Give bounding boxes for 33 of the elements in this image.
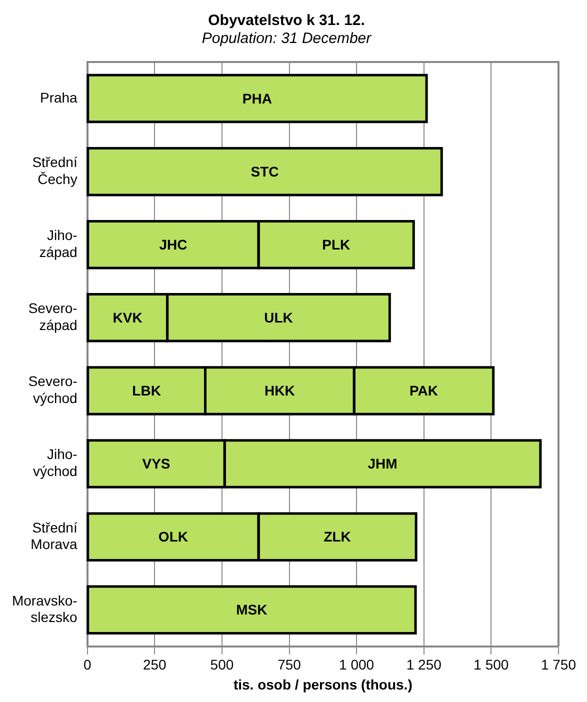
data-label: MSK (236, 602, 268, 618)
data-label: KVK (112, 310, 142, 326)
data-label: ZLK (324, 528, 351, 545)
data-label: HKK (264, 382, 295, 399)
y-tick-label: Severo- východ (28, 373, 78, 406)
x-tick-label: 1 750 (540, 656, 576, 673)
data-label: OLK (158, 528, 188, 545)
data-label: JHM (368, 456, 398, 472)
x-tick-label: 250 (142, 656, 167, 673)
data-label: LBK (132, 382, 161, 399)
y-tick-label: Severo- západ (28, 300, 78, 333)
x-tick-label: 1 000 (339, 656, 374, 673)
x-tick-label: 1 500 (474, 656, 509, 673)
data-label: VYS (142, 456, 170, 472)
data-label: PAK (409, 382, 438, 399)
x-axis-title: tis. osob / persons (thous.) (233, 676, 412, 692)
y-tick-label: Střední Morava (30, 519, 78, 552)
x-tick-label: 500 (210, 656, 234, 673)
x-tick-label: 1 250 (406, 656, 442, 673)
data-label: JHC (159, 236, 188, 252)
y-tick-label: Moravsko- slezsko (12, 592, 78, 626)
y-tick-label: Střední Čechy (32, 154, 78, 187)
data-label: STC (250, 163, 279, 180)
x-tick-label: 750 (278, 656, 302, 673)
data-label: PHA (242, 90, 272, 106)
data-label: PLK (322, 236, 350, 252)
y-tick-label: Jiho- západ (39, 227, 78, 260)
y-tick-label: Jiho- východ (32, 446, 78, 480)
data-label: ULK (264, 310, 293, 326)
chart-title: Obyvatelstvo k 31. 12. (208, 12, 365, 30)
y-tick-label: Praha (40, 89, 78, 106)
chart-subtitle: Population: 31 December (202, 30, 372, 48)
x-tick-label: 0 (83, 656, 92, 673)
